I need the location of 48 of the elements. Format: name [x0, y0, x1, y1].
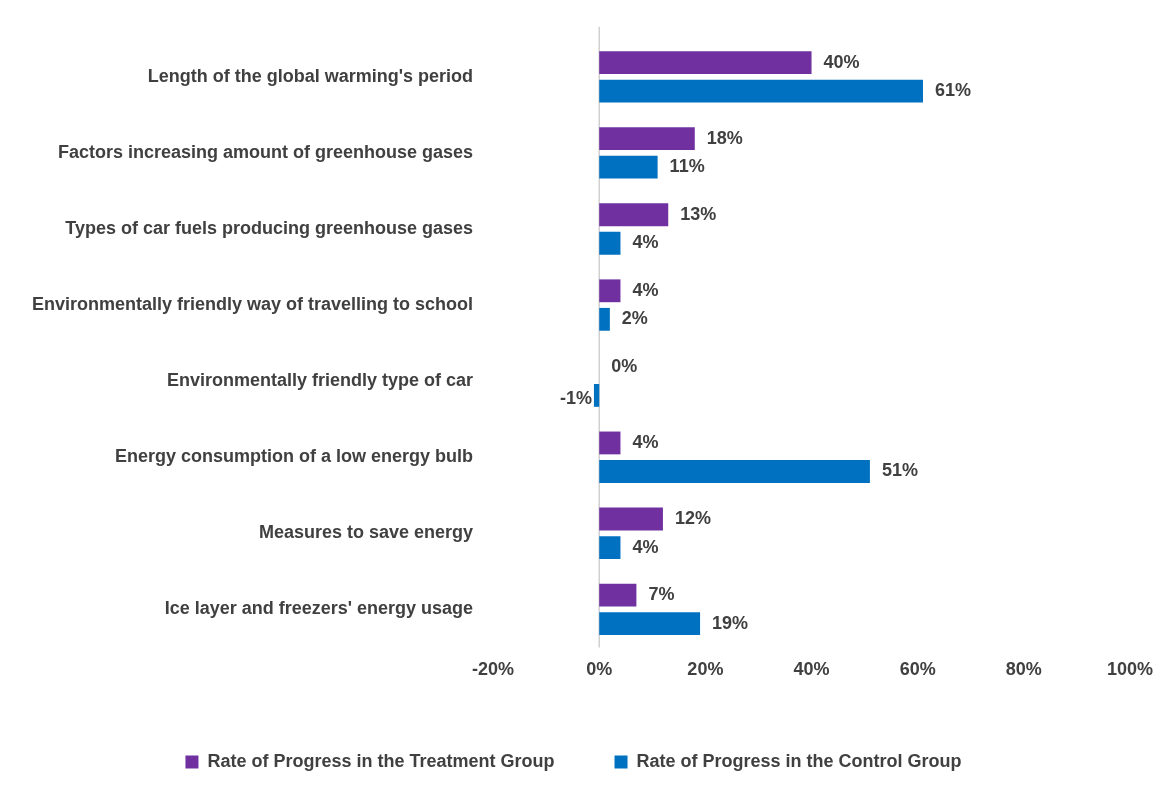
bar	[599, 583, 637, 607]
data-label: -1%	[559, 388, 592, 409]
data-label: 61%	[934, 80, 972, 101]
bar	[599, 612, 701, 636]
data-label: 7%	[648, 584, 675, 605]
data-label: 40%	[823, 51, 860, 72]
y-tick-label: Environmentally friendly type of car	[166, 370, 474, 391]
y-tick-label: Length of the global warming's period	[147, 65, 474, 86]
data-label: 4%	[632, 232, 659, 253]
data-label: 51%	[881, 460, 918, 481]
data-label: 18%	[706, 127, 743, 148]
bar	[599, 431, 621, 455]
bar	[593, 383, 600, 407]
bar	[599, 536, 621, 559]
bar	[599, 307, 610, 331]
legend-label: Rate of Progress in the Treatment Group	[207, 750, 555, 771]
data-label: 4%	[632, 536, 659, 557]
legend-label: Rate of Progress in the Control Group	[636, 750, 962, 771]
bar	[599, 279, 621, 303]
x-tick-label: 60%	[899, 659, 936, 680]
x-tick-label: 0%	[586, 659, 613, 680]
y-tick-label: Types of car fuels producing greenhouse gases	[65, 217, 474, 238]
y-tick-label: Ice layer and freezers' energy usage	[164, 598, 474, 619]
data-label: 2%	[621, 308, 648, 329]
x-tick-label: 40%	[793, 659, 830, 680]
data-label: 4%	[632, 431, 659, 452]
data-label: 19%	[712, 612, 749, 633]
bar	[599, 127, 695, 151]
data-label: 4%	[632, 279, 659, 300]
y-tick-label: Environmentally friendly way of travelling to school	[31, 294, 474, 315]
x-tick-label: 80%	[1005, 659, 1042, 680]
bar	[599, 460, 870, 483]
y-tick-label: Measures to save energy	[258, 522, 474, 543]
data-label: 12%	[674, 507, 711, 528]
x-tick-label: 100%	[1106, 659, 1153, 680]
bar	[599, 507, 663, 531]
y-tick-label: Factors increasing amount of greenhouse gases	[57, 141, 474, 162]
bar	[599, 155, 658, 179]
data-label: 0%	[611, 355, 638, 376]
bar	[599, 203, 669, 227]
bar	[599, 51, 812, 74]
bar	[599, 231, 621, 255]
data-label: 11%	[669, 156, 705, 177]
x-tick-label: 20%	[687, 659, 724, 680]
y-tick-label: Energy consumption of a low energy bulb	[115, 446, 474, 467]
bar	[599, 79, 923, 103]
x-tick-label: -20%	[472, 659, 515, 680]
data-label: 13%	[680, 203, 717, 224]
